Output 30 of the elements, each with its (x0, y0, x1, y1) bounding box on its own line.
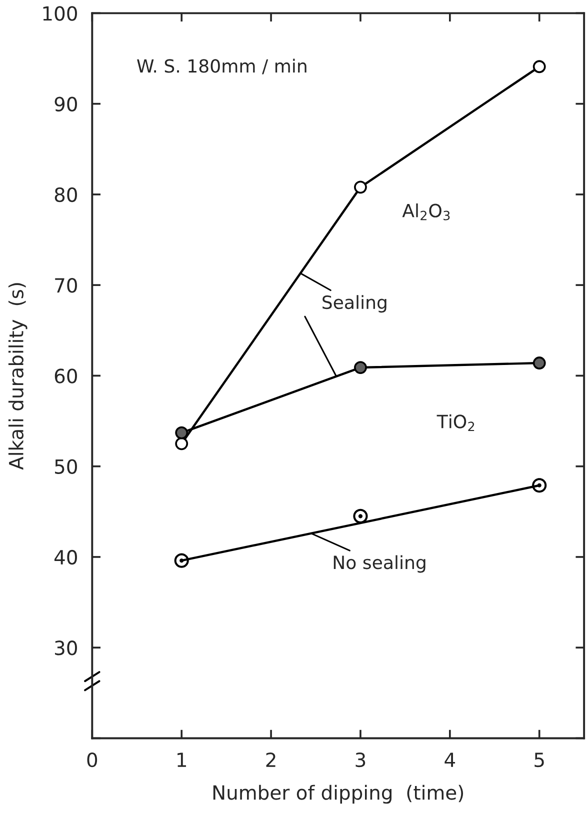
x-tick-label: 2 (266, 752, 276, 767)
y-tick-label: 30 (55, 640, 77, 656)
point (532, 60, 546, 74)
annotation: W. S. 180mm / min (137, 58, 306, 74)
point (175, 426, 188, 440)
point (532, 356, 546, 370)
y-tick-label: 90 (54, 96, 77, 112)
y-tick-label: 100 (43, 6, 77, 21)
point (354, 180, 367, 194)
x-tick-label: 3 (356, 752, 366, 768)
y-tick-label: 40 (54, 550, 77, 565)
annotation: Sealing (322, 295, 386, 313)
annotation: No sealing (334, 555, 426, 573)
text: TiO$_{2}$ (436, 414, 474, 432)
x-tick-label: 0 (87, 752, 98, 768)
point (174, 553, 189, 568)
point (354, 361, 367, 374)
point (353, 508, 368, 524)
x-tick-label: 4 (444, 752, 456, 767)
x-tick-label: 1 (178, 752, 186, 767)
x-tick-label: 5 (534, 752, 544, 768)
point (532, 478, 547, 493)
y-tick-label: 80 (54, 187, 77, 202)
text: Al$_{2}$O$_{3}$ (402, 203, 450, 220)
x-axis-title: Number of dipping (time) (213, 784, 464, 804)
y-axis-title: Alkali durability (s) (8, 283, 28, 470)
y-tick-label: 70 (55, 278, 77, 293)
y-tick-label: 60 (54, 368, 77, 384)
y-tick-label: 50 (55, 459, 77, 474)
point (175, 437, 188, 450)
